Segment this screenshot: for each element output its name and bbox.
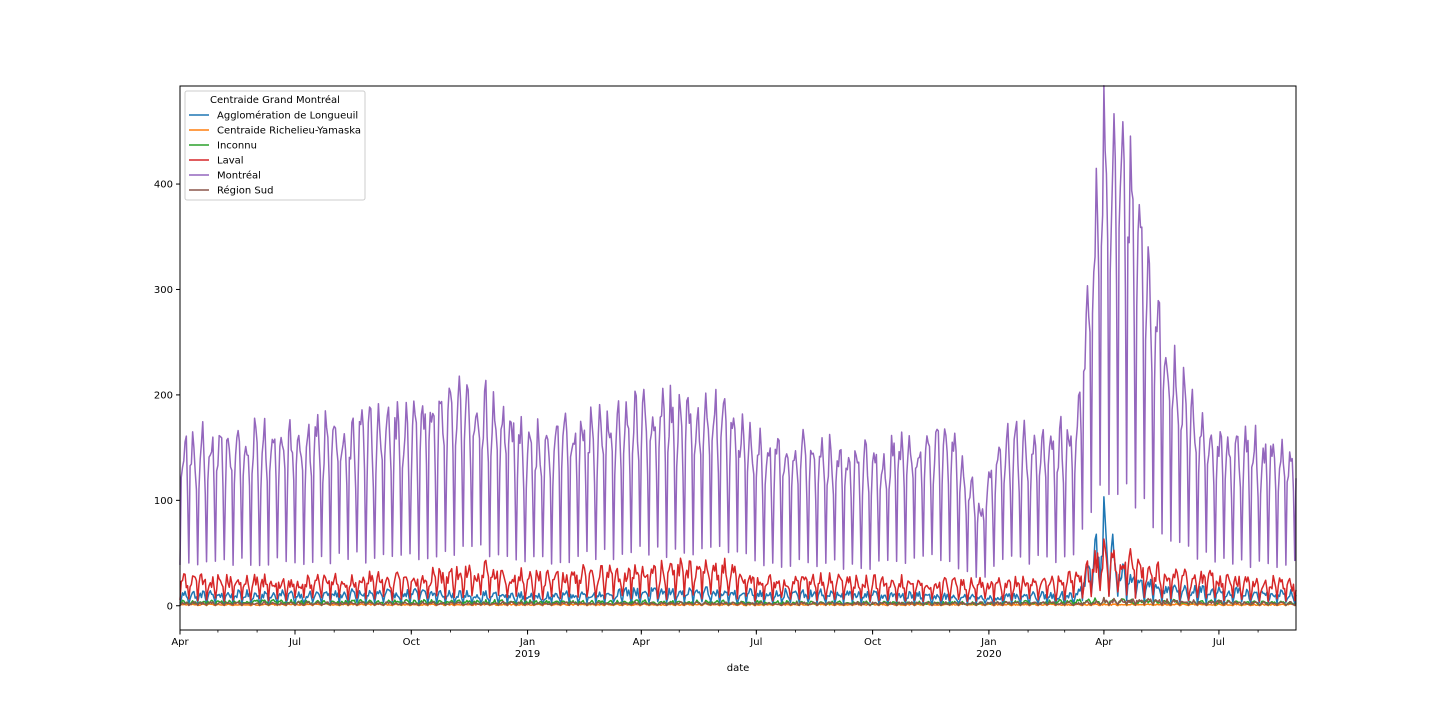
x-tick-label: Jul bbox=[749, 637, 762, 648]
legend-label-4: Montréal bbox=[217, 170, 261, 182]
legend-label-5: Région Sud bbox=[217, 185, 273, 197]
legend-label-2: Inconnu bbox=[217, 141, 257, 152]
plot-frame bbox=[179, 85, 1297, 631]
y-tick-label: 100 bbox=[154, 496, 173, 507]
series-layer bbox=[179, 85, 1297, 607]
x-tick-label: Jan bbox=[519, 637, 535, 648]
y-tick-label: 200 bbox=[154, 390, 173, 401]
series-line-5 bbox=[179, 596, 1297, 607]
legend-label-3: Laval bbox=[217, 156, 244, 167]
x-tick-year-label: 2020 bbox=[976, 649, 1001, 660]
legend-box bbox=[184, 90, 366, 201]
legend-label-1: Centraide Richelieu-Yamaska bbox=[217, 126, 361, 137]
x-axis-label: date bbox=[727, 663, 750, 674]
y-axis: 0 100 200 300 400 bbox=[154, 180, 180, 612]
x-tick-label: Jan bbox=[980, 637, 996, 648]
x-tick-label: Apr bbox=[1095, 637, 1113, 648]
series-line-4 bbox=[179, 85, 1297, 578]
y-tick-label: 300 bbox=[154, 285, 173, 296]
legend-entries: Agglomération de Longueuil Centraide Rich… bbox=[189, 110, 361, 197]
x-tick-year-label: 2019 bbox=[515, 649, 540, 660]
y-tick-label: 0 bbox=[167, 601, 173, 612]
x-tick-label: Apr bbox=[171, 637, 189, 648]
x-tick-label: Apr bbox=[633, 637, 651, 648]
series-line-3 bbox=[179, 538, 1297, 603]
x-tick-label: Jul bbox=[1212, 637, 1225, 648]
legend-label-0: Agglomération de Longueuil bbox=[217, 110, 358, 122]
x-tick-label: Oct bbox=[403, 637, 420, 648]
x-tick-label: Jul bbox=[288, 637, 301, 648]
y-tick-label: 400 bbox=[154, 180, 173, 191]
legend-title: Centraide Grand Montréal bbox=[210, 94, 340, 106]
legend: Centraide Grand Montréal Agglomération d… bbox=[184, 90, 366, 201]
x-tick-label: Oct bbox=[864, 637, 881, 648]
